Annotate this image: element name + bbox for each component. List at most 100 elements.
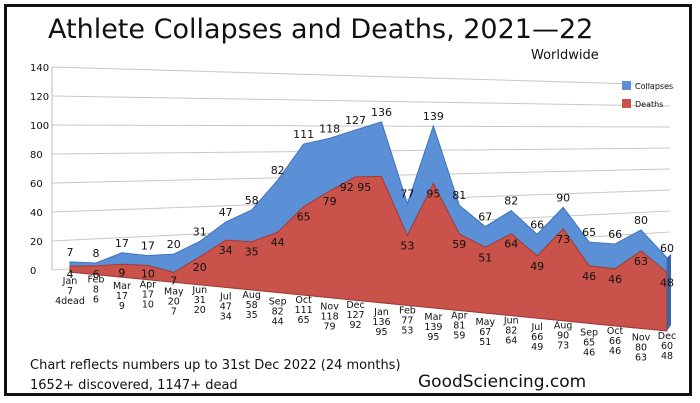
data-label-collapses: 77	[400, 188, 414, 201]
y-tick-label: 80	[30, 150, 43, 161]
data-label-deaths: 79	[323, 195, 337, 208]
x-category-value: 53	[401, 325, 413, 336]
x-category-value: 46	[609, 346, 621, 357]
x-category-month: Oct	[607, 326, 624, 337]
data-label-collapses: 66	[608, 228, 622, 241]
x-category-value: 63	[635, 352, 647, 363]
x-category-value: 65	[298, 315, 310, 326]
gridline	[51, 124, 671, 128]
data-label-deaths: 46	[582, 270, 596, 283]
data-label-collapses: 47	[219, 206, 233, 219]
data-label-collapses: 7	[67, 246, 74, 259]
data-label-collapses: 67	[478, 211, 492, 224]
x-category-value: 10	[142, 300, 154, 311]
x-category-value: 49	[531, 342, 543, 353]
x-category-month: Nov	[632, 332, 651, 343]
x-category-month: Aug	[242, 290, 261, 301]
x-category-value: 95	[375, 327, 387, 338]
area-deaths	[69, 175, 668, 332]
x-category-value: 82	[505, 326, 517, 337]
data-label-collapses: 136	[371, 106, 392, 119]
chart-subtitle: Worldwide	[531, 48, 599, 63]
data-label-collapses: 65	[582, 226, 596, 239]
x-category-value: 66	[531, 332, 543, 343]
x-category-month: Feb	[399, 305, 416, 316]
x-category-value: 82	[272, 307, 284, 318]
x-category-value: 66	[609, 336, 621, 347]
x-category-value: 81	[453, 320, 465, 331]
data-label-deaths: 46	[608, 273, 622, 286]
data-label-deaths: 63	[634, 255, 648, 268]
x-category-month: Feb	[88, 275, 105, 286]
data-label-collapses: 60	[660, 242, 674, 255]
x-category-value: 17	[116, 291, 128, 302]
x-category-value: 92	[349, 320, 361, 331]
data-label-deaths: 64	[504, 238, 518, 251]
data-label-deaths: 4	[67, 268, 74, 281]
x-category-value: 77	[401, 315, 413, 326]
x-category-value: 47	[220, 301, 232, 312]
legend: Collapses Deaths	[622, 81, 673, 109]
data-label-deaths: 35	[245, 246, 259, 259]
data-label-deaths: 92 95	[340, 181, 372, 194]
data-label-collapses: 118	[319, 122, 340, 135]
y-tick-label: 120	[30, 92, 49, 103]
chart-areas	[69, 121, 671, 332]
data-label-deaths: 48	[660, 276, 674, 289]
y-tick-label: 0	[30, 266, 36, 277]
data-label-deaths: 10	[141, 268, 155, 281]
footer-brand: GoodSciencing.com	[418, 372, 586, 392]
y-tick-label: 20	[30, 237, 43, 248]
data-label-collapses: 31	[193, 225, 207, 238]
x-category-value: 34	[220, 311, 232, 322]
area-depth-edge	[667, 253, 671, 331]
x-category-month: Jun	[191, 285, 207, 296]
data-label-deaths: 59	[452, 238, 466, 251]
x-category-value: 139	[424, 322, 442, 333]
data-label-deaths: 44	[271, 236, 285, 249]
data-label-deaths: 34	[219, 244, 233, 257]
x-category-month: Jun	[503, 316, 519, 327]
x-category-month: Sep	[580, 327, 598, 338]
legend-swatch-collapses	[622, 81, 631, 90]
data-label-collapses: 82	[271, 164, 285, 177]
x-axis-labels: Jan74deadFeb86Mar179Apr1710May207Jun3120…	[55, 275, 676, 364]
x-category-month: Jan	[373, 307, 389, 318]
gridline	[51, 66, 671, 86]
data-label-deaths: 95	[426, 188, 440, 201]
x-category-value: 60	[661, 341, 673, 352]
x-category-month: Apr	[140, 280, 157, 291]
x-category-value: 136	[372, 317, 390, 328]
data-label-collapses: 17	[115, 237, 129, 250]
x-category-value: 95	[427, 332, 439, 343]
x-category-month: Mar	[113, 281, 131, 292]
x-category-value: 118	[320, 312, 338, 323]
x-category-value: 73	[557, 341, 569, 352]
x-category-value: 20	[194, 305, 206, 316]
x-category-month: Nov	[320, 302, 339, 313]
x-category-value: 111	[295, 305, 313, 316]
x-category-value: 7	[67, 286, 73, 297]
data-label-deaths: 7	[170, 274, 177, 287]
x-category-value: 20	[168, 296, 180, 307]
x-category-month: May	[475, 317, 495, 328]
data-label-collapses: 127	[345, 114, 366, 127]
data-label-collapses: 82	[504, 195, 518, 208]
x-category-value: 31	[194, 295, 206, 306]
